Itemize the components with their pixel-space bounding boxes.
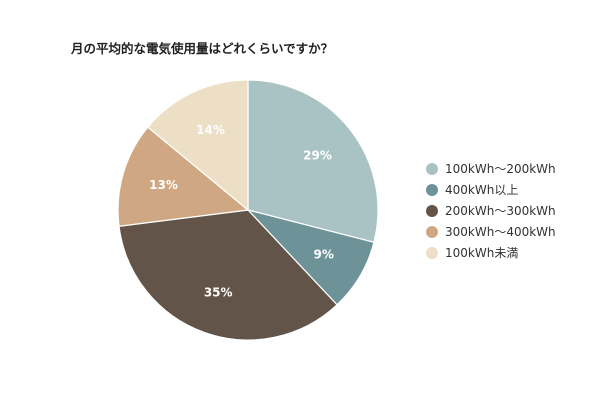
legend-label: 200kWh～300kWh xyxy=(445,204,556,218)
slice-label-3: 35% xyxy=(204,285,233,299)
legend-label: 300kWh～400kWh xyxy=(445,225,556,239)
chart-title: 月の平均的な電気使用量はどれくらいですか？ xyxy=(71,41,334,56)
legend-label: 400kWh以上 xyxy=(445,183,519,197)
pie-slice-4 xyxy=(117,126,250,227)
legend-item-3: 200kWh～300kWh xyxy=(426,200,556,221)
legend-item-4: 300kWh～400kWh xyxy=(426,221,556,242)
legend-swatch xyxy=(426,204,438,217)
pie-slice-3 xyxy=(118,209,338,341)
legend-swatch xyxy=(426,246,438,259)
legend-label: 100kWh未満 xyxy=(445,246,519,260)
chart-legend: 100kWh～200kWh 400kWh以上 200kWh～300kWh 300kWh… xyxy=(426,158,556,263)
slice-label-5: 14% xyxy=(196,123,225,137)
pie-slice-1 xyxy=(247,79,379,244)
pie-slice-5 xyxy=(146,79,249,212)
slice-label-4: 13% xyxy=(149,178,178,192)
legend-swatch xyxy=(426,162,438,175)
slice-label-1: 29% xyxy=(303,149,332,163)
legend-item-1: 100kWh～200kWh xyxy=(426,158,556,179)
legend-swatch xyxy=(426,225,438,238)
legend-swatch xyxy=(426,183,438,196)
legend-item-2: 400kWh以上 xyxy=(426,179,556,200)
legend-item-5: 100kWh未満 xyxy=(426,242,556,263)
legend-label: 100kWh～200kWh xyxy=(445,162,556,176)
slice-label-2: 9% xyxy=(314,247,334,261)
